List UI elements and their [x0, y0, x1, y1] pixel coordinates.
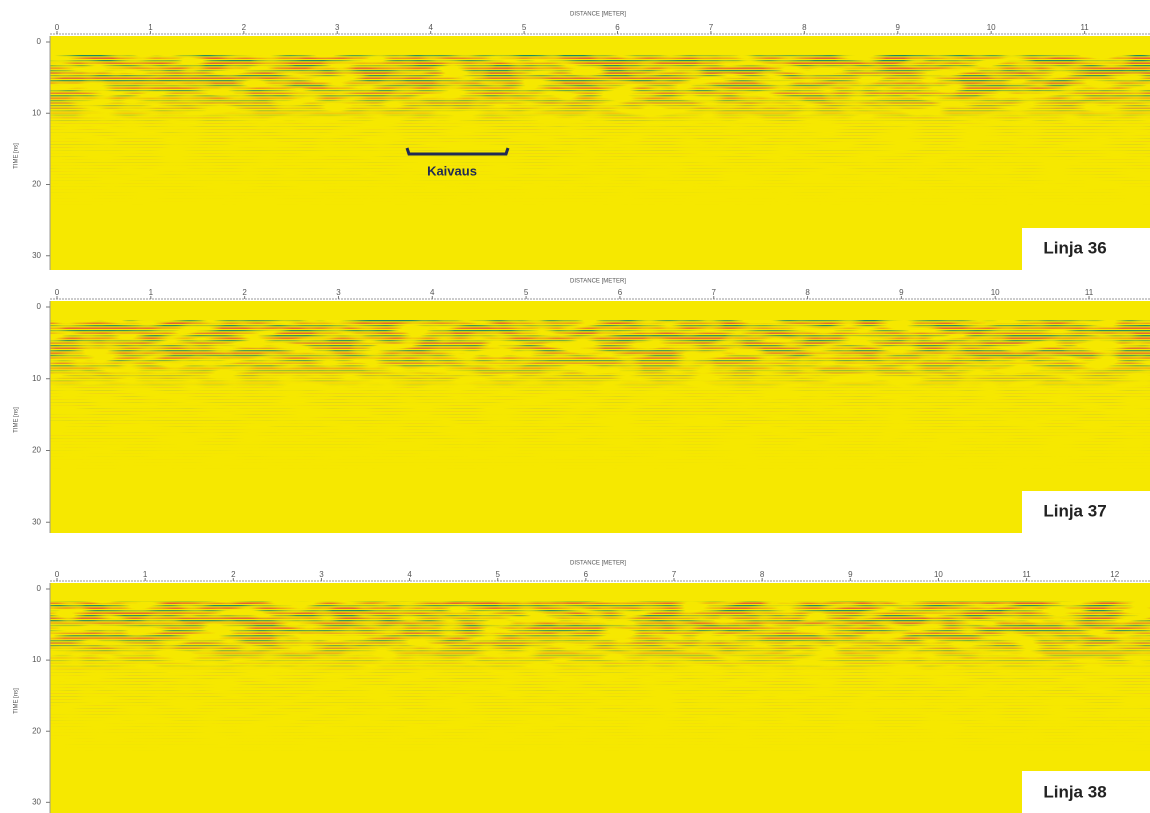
reflections: [50, 54, 1150, 124]
y-tick-label: 20: [32, 446, 41, 455]
x-tick-label: 7: [672, 570, 677, 579]
x-tick-label: 1: [149, 288, 154, 297]
label-box: [1022, 771, 1150, 813]
x-tick-label: 4: [428, 23, 433, 32]
x-tick-label: 3: [335, 23, 340, 32]
x-tick-label: 10: [991, 288, 1000, 297]
panel: DISTANCE [METER] 0 1 2 3 4 5 6 7 8 9 10 11 0 10 20 30 TIM…: [14, 279, 1150, 533]
x-tick-label: 8: [805, 288, 810, 297]
y-tick-label: 0: [37, 584, 42, 593]
x-tick-label: 9: [848, 570, 853, 579]
y-tick-label: 30: [32, 517, 41, 526]
x-tick-label: 8: [760, 570, 765, 579]
reflections: [50, 601, 1150, 671]
x-tick-label: 6: [584, 570, 589, 579]
x-axis-title: DISTANCE [METER]: [570, 279, 626, 285]
panel-label: Linja 37: [1043, 501, 1106, 520]
x-tick-label: 6: [615, 23, 620, 32]
y-tick-label: 10: [32, 655, 41, 664]
x-tick-label: 1: [148, 23, 153, 32]
panel-label: Linja 38: [1043, 782, 1106, 801]
label-box: [1022, 228, 1150, 270]
x-tick-label: 4: [407, 570, 412, 579]
x-tick-label: 5: [524, 288, 529, 297]
reflections: [50, 319, 1150, 389]
x-tick-label: 8: [802, 23, 807, 32]
x-tick-label: 3: [336, 288, 341, 297]
x-tick-label: 0: [55, 23, 60, 32]
x-tick-label: 11: [1080, 23, 1089, 32]
y-tick-label: 20: [32, 726, 41, 735]
x-tick-label: 5: [522, 23, 527, 32]
annotation-bracket: [405, 147, 510, 156]
x-tick-label: 10: [987, 23, 996, 32]
x-tick-label: 5: [495, 570, 500, 579]
x-tick-label: 4: [430, 288, 435, 297]
y-axis-title: TIME [ns]: [14, 407, 20, 433]
x-tick-label: 11: [1085, 288, 1094, 297]
x-tick-label: 2: [242, 23, 247, 32]
y-tick-label: 10: [32, 374, 41, 383]
x-tick-label: 6: [618, 288, 623, 297]
y-axis-title: TIME [ns]: [14, 688, 20, 714]
x-tick-label: 0: [55, 288, 60, 297]
x-tick-label: 2: [231, 570, 236, 579]
x-axis-title: DISTANCE [METER]: [570, 12, 626, 18]
x-tick-label: 11: [1022, 570, 1031, 579]
panel-label: Linja 36: [1043, 238, 1106, 257]
y-tick-label: 20: [32, 180, 41, 189]
panel: DISTANCE [METER] 0 1 2 3 4 5 6 7 8 9 10 11 0 10 20 30 TIM…: [14, 12, 1150, 270]
label-box: [1022, 491, 1150, 533]
x-tick-label: 0: [55, 570, 60, 579]
y-axis-title: TIME [ns]: [14, 143, 20, 169]
panel: DISTANCE [METER]0 1 2 3 4 5 6 7 8 9 10 11 120102030T…: [14, 561, 1150, 813]
annotation: Kaivaus: [427, 163, 477, 178]
x-tick-label: 12: [1110, 570, 1119, 579]
x-axis-title: DISTANCE [METER]: [570, 561, 626, 567]
x-tick-label: 7: [709, 23, 714, 32]
y-tick-label: 30: [32, 797, 41, 806]
y-tick-label: 30: [32, 251, 41, 260]
x-tick-label: 9: [896, 23, 901, 32]
y-tick-label: 0: [37, 302, 42, 311]
y-tick-label: 10: [32, 108, 41, 117]
y-tick-label: 0: [37, 37, 42, 46]
x-tick-label: 1: [143, 570, 148, 579]
x-tick-label: 7: [712, 288, 717, 297]
x-tick-label: 2: [242, 288, 247, 297]
x-tick-label: 9: [899, 288, 904, 297]
x-tick-label: 10: [934, 570, 943, 579]
x-tick-label: 3: [319, 570, 324, 579]
